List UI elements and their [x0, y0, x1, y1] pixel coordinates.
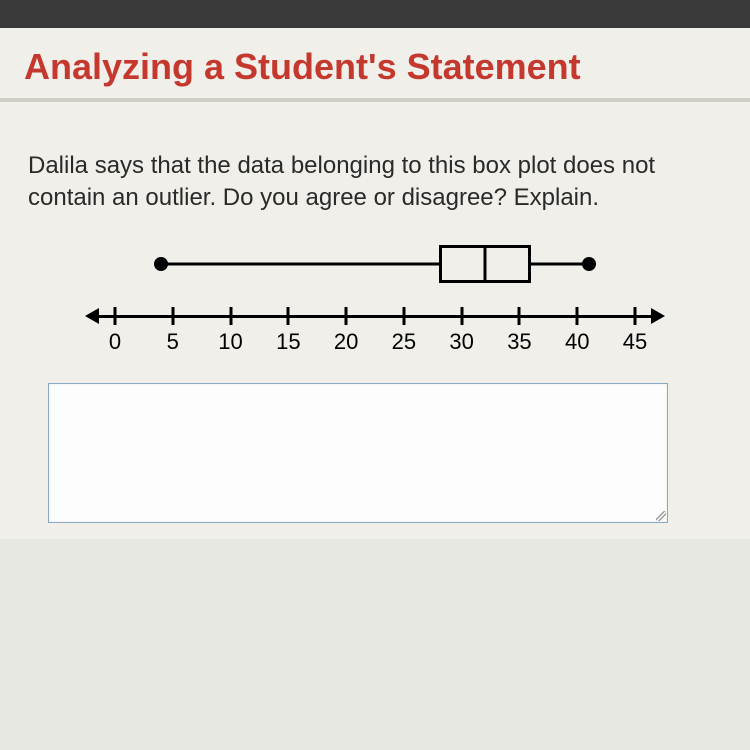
whisker-left [161, 262, 438, 265]
axis-arrow-right-icon [651, 308, 665, 324]
axis-arrow-left-icon [85, 308, 99, 324]
axis-tick-label: 25 [392, 329, 416, 355]
axis-tick-label: 30 [449, 329, 473, 355]
median-line [483, 245, 486, 283]
whisker-right [531, 262, 589, 265]
answer-textarea[interactable] [48, 383, 668, 523]
whisker-max-dot [582, 257, 596, 271]
axis-tick [345, 307, 348, 325]
axis-tick [460, 307, 463, 325]
axis-tick-label: 10 [218, 329, 242, 355]
axis-tick [518, 307, 521, 325]
header-band: Analyzing a Student's Statement [0, 28, 750, 102]
axis-tick-label: 40 [565, 329, 589, 355]
axis-tick [114, 307, 117, 325]
number-line-axis: 051015202530354045 [115, 305, 635, 357]
axis-tick-label: 45 [623, 329, 647, 355]
axis-tick [171, 307, 174, 325]
axis-tick-label: 35 [507, 329, 531, 355]
content-area: Dalila says that the data belonging to t… [0, 102, 750, 539]
axis-tick-label: 20 [334, 329, 358, 355]
axis-tick-label: 0 [109, 329, 121, 355]
window-top-strip [0, 0, 750, 28]
whisker-min-dot [154, 257, 168, 271]
axis-tick [229, 307, 232, 325]
axis-tick [402, 307, 405, 325]
question-text: Dalila says that the data belonging to t… [28, 150, 722, 215]
axis-line [97, 315, 653, 318]
axis-tick [287, 307, 290, 325]
axis-tick [634, 307, 637, 325]
boxplot-area [115, 237, 635, 291]
axis-tick-label: 5 [167, 329, 179, 355]
axis-tick [576, 307, 579, 325]
boxplot-figure: 0 5 10 15 20 25 30 35 40 45 [95, 237, 655, 357]
axis-tick-label: 15 [276, 329, 300, 355]
page-title: Analyzing a Student's Statement [24, 46, 726, 88]
